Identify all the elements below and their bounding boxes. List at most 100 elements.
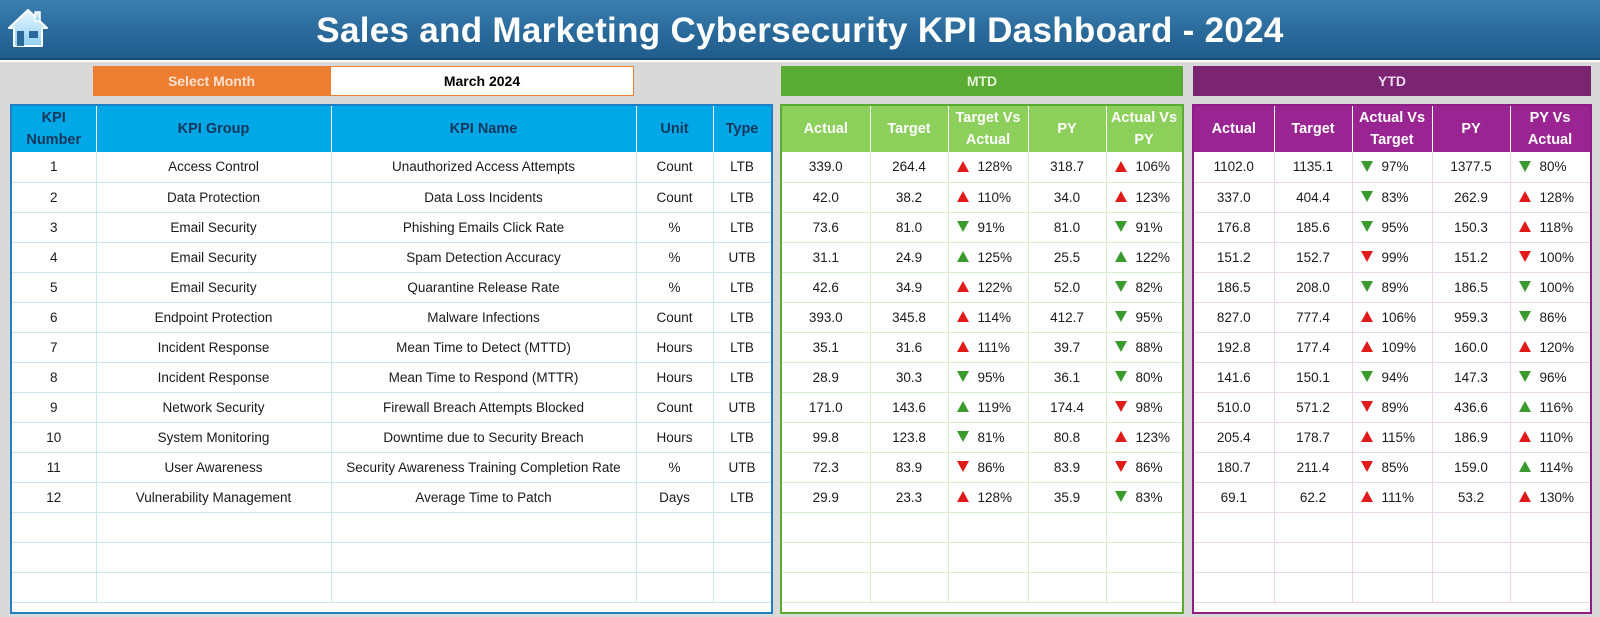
- ytd-actual-vs-target-cell: 115%: [1352, 422, 1433, 453]
- empty-row: [12, 572, 771, 603]
- ytd-actual-vs-target-cell: 106%: [1352, 302, 1433, 333]
- empty-cell: [1274, 542, 1353, 573]
- empty-cell: [1432, 512, 1511, 543]
- ytd-actual-vs-target-cell: 83%: [1352, 182, 1433, 213]
- ytd-actual-vs-target-value: 94%: [1381, 369, 1409, 385]
- kpi-name-cell: Malware Infections: [331, 302, 637, 333]
- empty-cell: [331, 512, 637, 543]
- ytd-py-vs-actual-cell: 116%: [1510, 392, 1590, 423]
- kpi-group-cell: Data Protection: [96, 182, 332, 213]
- empty-cell: [948, 572, 1029, 603]
- kpi-row: 4 Email Security Spam Detection Accuracy% U…: [12, 242, 771, 273]
- mtd-py-cell: 35.9: [1028, 482, 1107, 513]
- empty-cell: [1352, 512, 1433, 543]
- mtd-actual-cell: 72.3: [782, 452, 871, 483]
- empty-cell: [713, 542, 771, 573]
- ytd-table: Actual Target Actual Vs Target PY PY Vs Actu…: [1194, 106, 1590, 603]
- kpi-unit-cell: %: [636, 242, 714, 273]
- empty-cell: [12, 572, 97, 603]
- empty-row: [782, 572, 1182, 603]
- kpi-info-panel: KPI Number KPI Group KPI Name Unit Type 1 Acc…: [10, 104, 773, 614]
- ytd-target-cell: 777.4: [1274, 302, 1353, 333]
- mtd-target-cell: 345.8: [870, 302, 949, 333]
- ytd-actual-vs-target-value: 95%: [1381, 219, 1409, 235]
- ytd-py-cell: 436.6: [1432, 392, 1511, 423]
- kpi-row: 2 Data Protection Data Loss Incidents Count…: [12, 182, 771, 213]
- kpi-row: 12 Vulnerability Management Average Time t…: [12, 482, 771, 513]
- ytd-py-vs-actual-value: 120%: [1539, 339, 1575, 355]
- kpi-number-cell: 5: [12, 272, 97, 303]
- kpi-column-header: KPI Group: [96, 106, 332, 152]
- ytd-py-cell: 53.2: [1432, 482, 1511, 513]
- triangle-up-icon: [1360, 491, 1373, 503]
- kpi-group-cell: System Monitoring: [96, 422, 332, 453]
- ytd-actual-vs-target-value: 89%: [1381, 279, 1409, 295]
- ytd-py-vs-actual-value: 110%: [1539, 429, 1574, 445]
- kpi-number-cell: 7: [12, 332, 97, 363]
- triangle-down-icon: [956, 221, 969, 233]
- empty-cell: [331, 572, 637, 603]
- ytd-py-vs-actual-value: 130%: [1539, 489, 1575, 505]
- mtd-actual-vs-py-cell: 106%: [1106, 152, 1182, 183]
- mtd-target-vs-actual-value: 128%: [977, 489, 1013, 505]
- kpi-type-cell: LTB: [713, 272, 771, 303]
- mtd-target-vs-actual-value: 86%: [977, 459, 1005, 475]
- mtd-target-cell: 23.3: [870, 482, 949, 513]
- month-selector[interactable]: March 2024: [330, 66, 634, 96]
- ytd-actual-cell: 827.0: [1194, 302, 1275, 333]
- mtd-target-vs-actual-cell: 122%: [948, 272, 1029, 303]
- ytd-row: 205.4 178.7 115% 186.9 110%: [1194, 422, 1590, 453]
- ytd-py-vs-actual-cell: 100%: [1510, 272, 1590, 303]
- mtd-actual-vs-py-cell: 80%: [1106, 362, 1182, 393]
- mtd-row: 72.3 83.9 86% 83.9 86%: [782, 452, 1182, 483]
- kpi-number-cell: 4: [12, 242, 97, 273]
- home-button[interactable]: [6, 6, 50, 50]
- empty-cell: [1432, 542, 1511, 573]
- mtd-target-vs-actual-cell: 128%: [948, 152, 1029, 183]
- mtd-actual-vs-py-cell: 88%: [1106, 332, 1182, 363]
- mtd-actual-cell: 99.8: [782, 422, 871, 453]
- ytd-target-cell: 1135.1: [1274, 152, 1353, 183]
- kpi-name-cell: Downtime due to Security Breach: [331, 422, 637, 453]
- ytd-py-vs-actual-cell: 128%: [1510, 182, 1590, 213]
- kpi-name-cell: Security Awareness Training Completion R…: [331, 452, 637, 483]
- ytd-actual-vs-target-value: 97%: [1381, 159, 1409, 175]
- triangle-down-icon: [1360, 221, 1373, 233]
- mtd-target-vs-actual-value: 110%: [977, 189, 1012, 205]
- mtd-row: 171.0 143.6 119% 174.4 98%: [782, 392, 1182, 423]
- ytd-target-cell: 185.6: [1274, 212, 1353, 243]
- kpi-name-cell: Mean Time to Respond (MTTR): [331, 362, 637, 393]
- mtd-target-cell: 83.9: [870, 452, 949, 483]
- ytd-section-header: YTD: [1193, 66, 1591, 96]
- mtd-py-cell: 52.0: [1028, 272, 1107, 303]
- kpi-group-cell: Email Security: [96, 242, 332, 273]
- ytd-actual-vs-target-cell: 97%: [1352, 152, 1433, 183]
- empty-cell: [1106, 512, 1182, 543]
- empty-cell: [870, 572, 949, 603]
- kpi-type-cell: LTB: [713, 212, 771, 243]
- kpi-type-cell: LTB: [713, 182, 771, 213]
- kpi-number-cell: 9: [12, 392, 97, 423]
- ytd-column-header: Actual: [1194, 106, 1275, 152]
- mtd-py-cell: 39.7: [1028, 332, 1107, 363]
- mtd-actual-cell: 35.1: [782, 332, 871, 363]
- triangle-down-icon: [1360, 401, 1373, 413]
- mtd-target-vs-actual-value: 122%: [977, 279, 1013, 295]
- mtd-actual-vs-py-value: 123%: [1135, 429, 1171, 445]
- triangle-up-icon: [956, 311, 969, 323]
- empty-cell: [331, 542, 637, 573]
- triangle-up-icon: [1518, 191, 1531, 203]
- kpi-group-cell: Incident Response: [96, 332, 332, 363]
- ytd-py-vs-actual-cell: 114%: [1510, 452, 1590, 483]
- triangle-down-icon: [956, 371, 969, 383]
- empty-cell: [870, 542, 949, 573]
- title-bar: Sales and Marketing Cybersecurity KPI Da…: [0, 0, 1600, 60]
- ytd-actual-cell: 141.6: [1194, 362, 1275, 393]
- mtd-target-vs-actual-value: 91%: [977, 219, 1005, 235]
- triangle-up-icon: [956, 281, 969, 293]
- mtd-actual-cell: 42.6: [782, 272, 871, 303]
- ytd-py-cell: 159.0: [1432, 452, 1511, 483]
- ytd-actual-vs-target-cell: 89%: [1352, 272, 1433, 303]
- mtd-target-cell: 31.6: [870, 332, 949, 363]
- empty-cell: [1274, 512, 1353, 543]
